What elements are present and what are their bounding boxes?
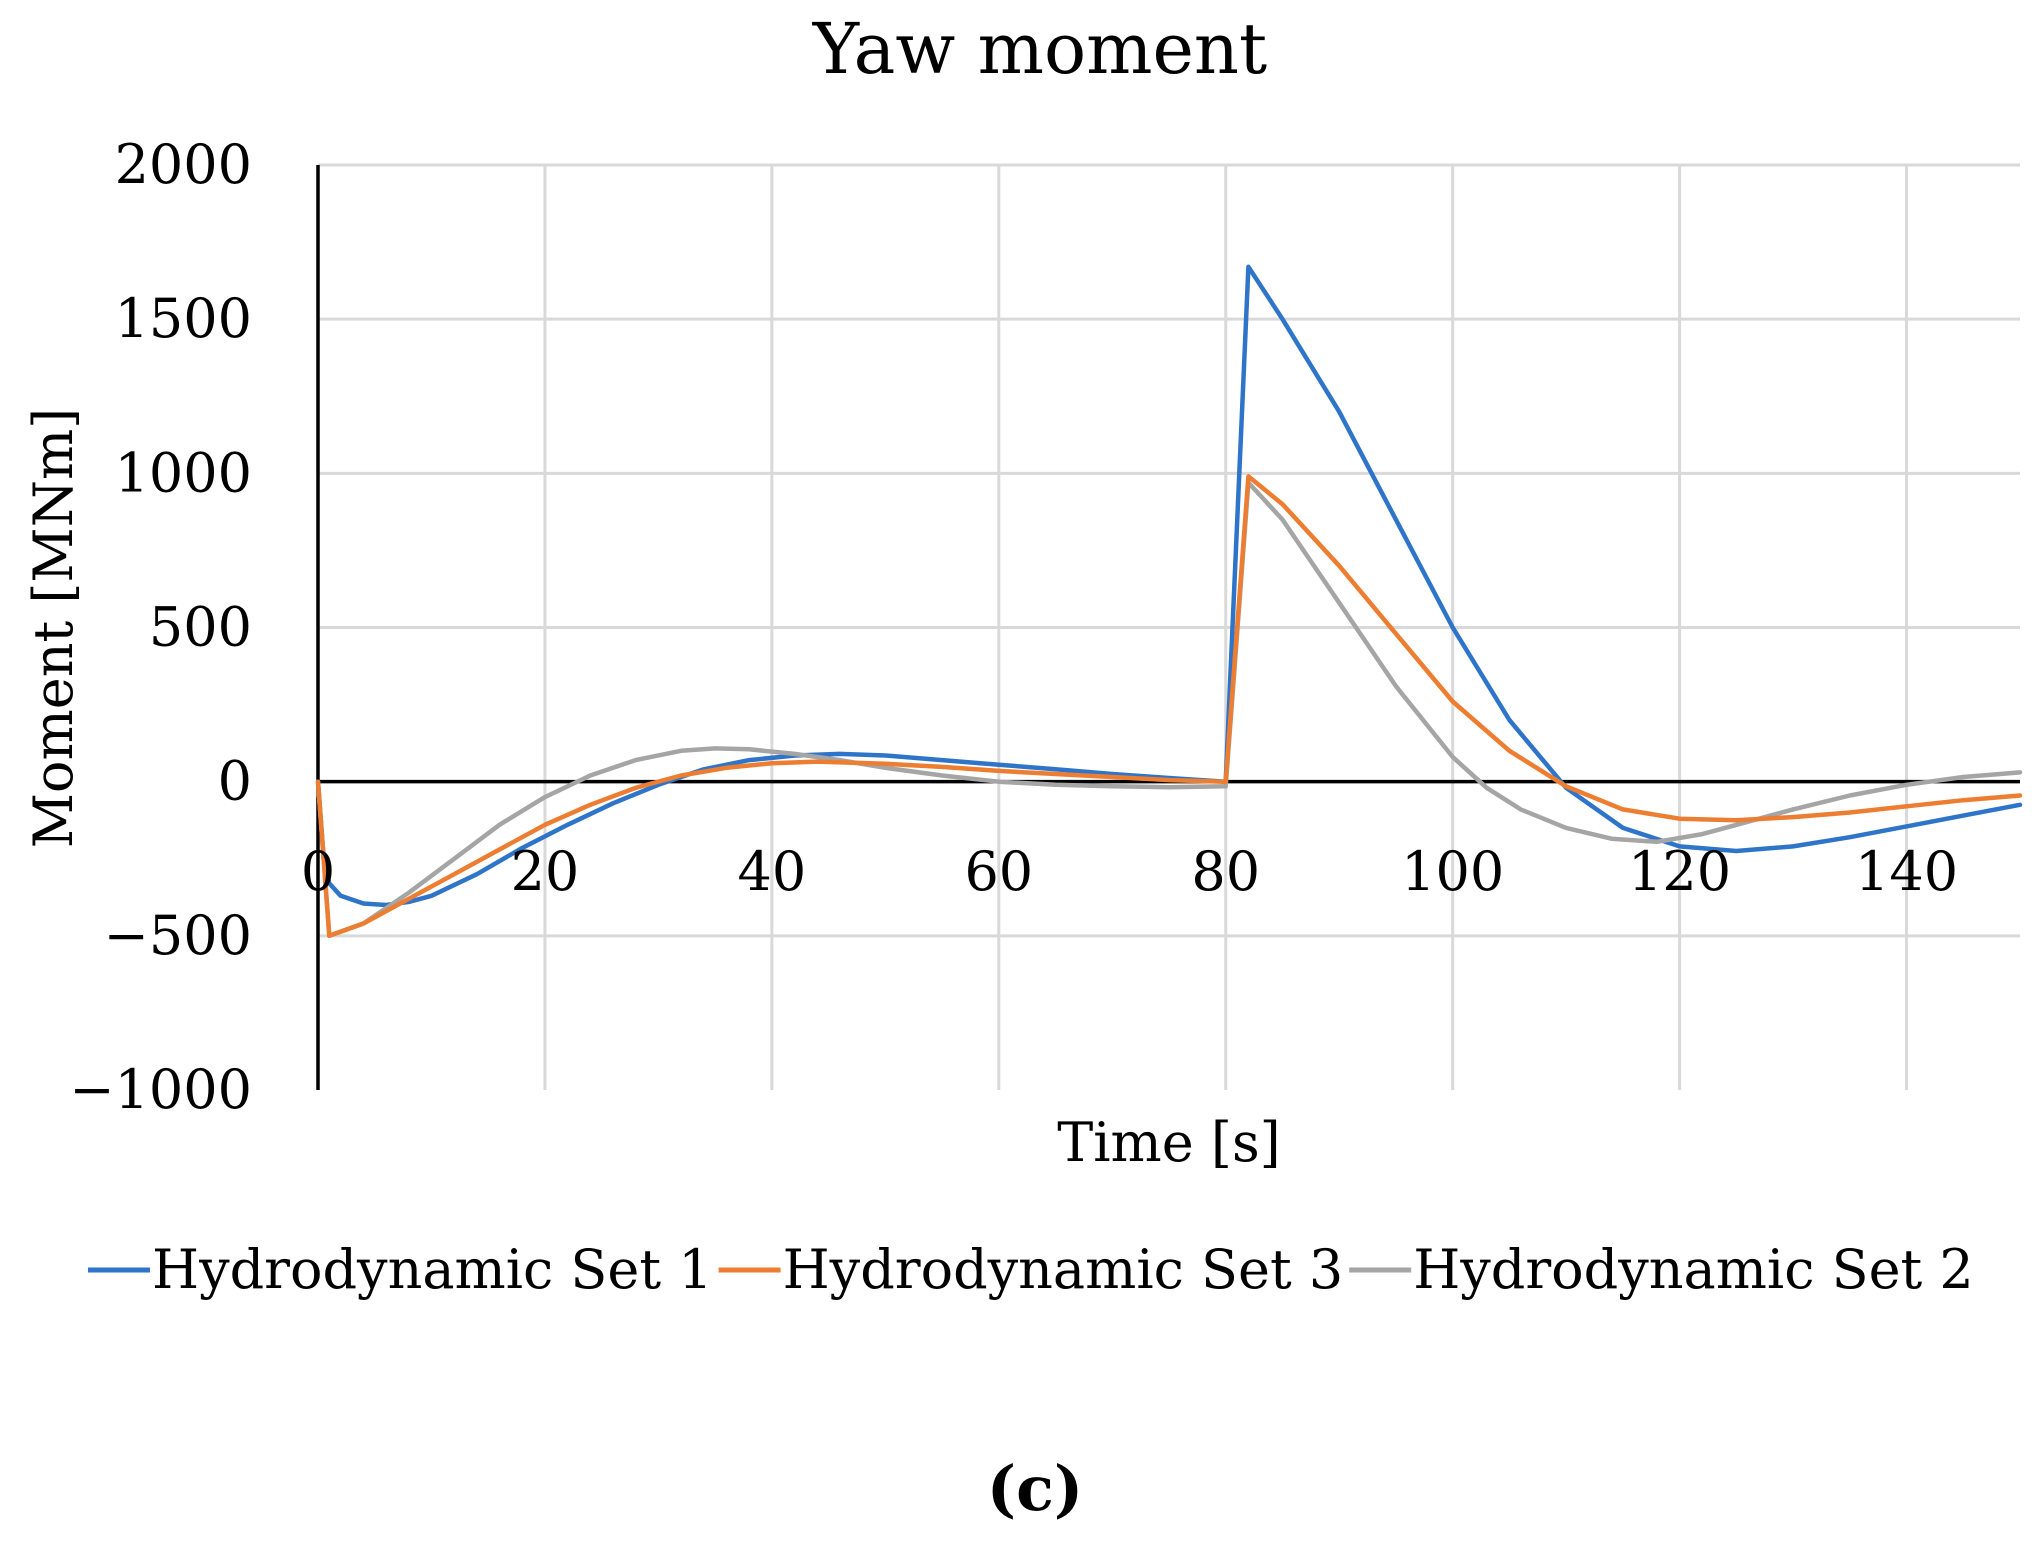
series-line-3 [315,480,2023,939]
y-tick-label: 2000 [115,133,252,196]
y-axis-title: Moment [MNm] [22,408,85,849]
legend: Hydrodynamic Set 1 Hydrodynamic Set 3 Hydr… [88,1238,1974,1301]
y-tick-label: 0 [218,750,252,813]
y-tick-label: −1000 [69,1058,252,1121]
y-tick-label: 1000 [115,441,252,504]
legend-label-2: Hydrodynamic Set 3 [783,1238,1344,1301]
y-gridlines [318,163,2020,938]
y-tick-label: −500 [104,904,252,967]
series-line-1 [315,264,2023,908]
series-layer [315,264,2023,939]
y-tick-label: 1500 [115,287,252,350]
x-tick-label: 40 [738,840,807,903]
x-tick-label: 120 [1628,840,1731,903]
x-axis-title: Time [s] [1057,1111,1280,1174]
x-tick-label: 60 [964,840,1033,903]
x-tick-label: 100 [1401,840,1504,903]
x-tick-label: 0 [301,840,335,903]
legend-label-3: Hydrodynamic Set 2 [1413,1238,1974,1301]
y-tick-label: 500 [149,596,252,659]
x-tick-label: 140 [1855,840,1958,903]
legend-label-1: Hydrodynamic Set 1 [152,1238,713,1301]
y-tick-labels: 2000 1500 1000 500 0 −500 −1000 [69,133,252,1121]
panel-label: (c) [987,1452,1083,1525]
series-line-2 [315,474,2023,939]
chart-title: Yaw moment [812,8,1267,90]
x-tick-label: 80 [1191,840,1260,903]
x-tick-labels: 0 20 40 60 80 100 120 140 [301,840,1958,903]
x-tick-label: 20 [511,840,580,903]
